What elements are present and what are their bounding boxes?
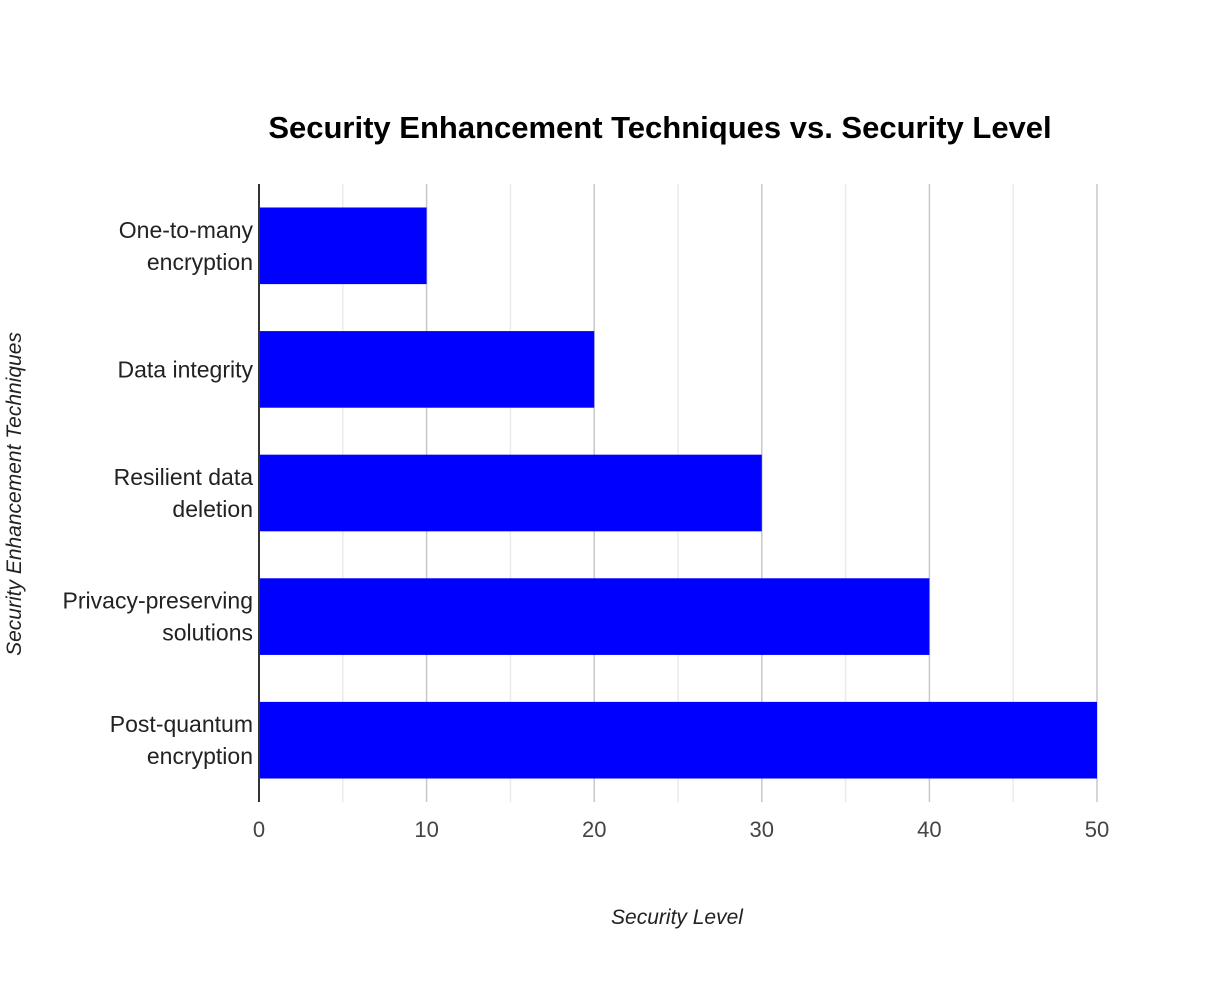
x-tick-label: 50 [1085,817,1109,842]
x-tick-label: 10 [414,817,438,842]
bar [259,331,595,408]
category-label: Privacy-preserving [63,588,253,614]
x-tick-label: 0 [253,817,265,842]
category-label: encryption [147,743,253,769]
category-label: encryption [147,249,253,275]
category-label: solutions [162,620,253,646]
category-labels: One-to-many encryption Data integrity Resil… [63,217,254,769]
x-tick-label: 20 [582,817,606,842]
category-label: Post-quantum [110,711,253,737]
category-label: One-to-many [119,217,254,243]
category-label: deletion [172,496,253,522]
x-tick-label: 30 [750,817,774,842]
x-tick-label: 40 [917,817,941,842]
x-tick-labels: 0 10 20 30 40 50 [253,817,1109,842]
y-axis-title: Security Enhancement Techniques [3,332,26,656]
category-label: Resilient data [114,464,254,490]
bar [259,207,427,285]
x-axis-title: Security Level [611,906,744,929]
chart-title: Security Enhancement Techniques vs. Secu… [268,110,1051,145]
bars [259,207,1097,779]
bar [259,578,930,655]
bar [259,701,1097,779]
category-label: Data integrity [117,356,253,382]
bar [259,454,762,532]
